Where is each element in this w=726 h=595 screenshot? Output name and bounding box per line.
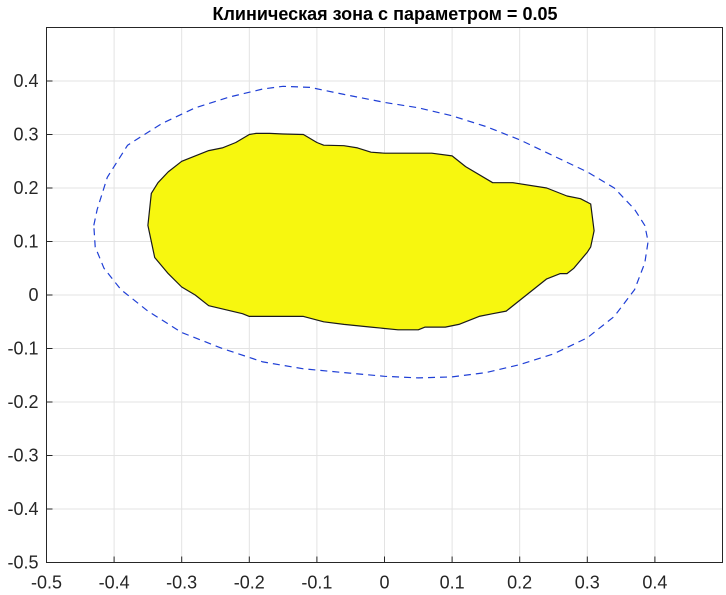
x-tick-label: 0.2 <box>507 573 532 593</box>
x-tick-label: 0.1 <box>440 573 465 593</box>
y-tick-label: 0.3 <box>13 125 38 145</box>
x-tick-label: 0.3 <box>575 573 600 593</box>
y-tick-label: -0.1 <box>7 339 38 359</box>
x-tick-label: -0.2 <box>234 573 265 593</box>
y-tick-label: 0.4 <box>13 71 38 91</box>
boundary-dashed-line <box>93 85 649 379</box>
clinical-zone-region <box>147 132 595 331</box>
chart-title: Клиническая зона с параметром = 0.05 <box>213 4 558 24</box>
x-tick-label: 0 <box>379 573 389 593</box>
x-tick-label: -0.1 <box>301 573 332 593</box>
series-layer <box>93 85 649 379</box>
y-tick-label: -0.4 <box>7 499 38 519</box>
y-tick-label: 0 <box>28 285 38 305</box>
ticks: -0.5 -0.4 -0.3 -0.2 -0.1 0 0.1 0.2 0.3 0.4 -0.5 -0.… <box>7 71 667 593</box>
x-tick-label: -0.4 <box>99 573 130 593</box>
x-tick-label: -0.5 <box>31 573 62 593</box>
y-tick-label: 0.2 <box>13 178 38 198</box>
y-tick-label: 0.1 <box>13 232 38 252</box>
y-tick-label: -0.3 <box>7 446 38 466</box>
y-tick-label: -0.5 <box>7 553 38 573</box>
x-tick-label: -0.3 <box>166 573 197 593</box>
x-tick-label: 0.4 <box>642 573 667 593</box>
y-tick-label: -0.2 <box>7 392 38 412</box>
